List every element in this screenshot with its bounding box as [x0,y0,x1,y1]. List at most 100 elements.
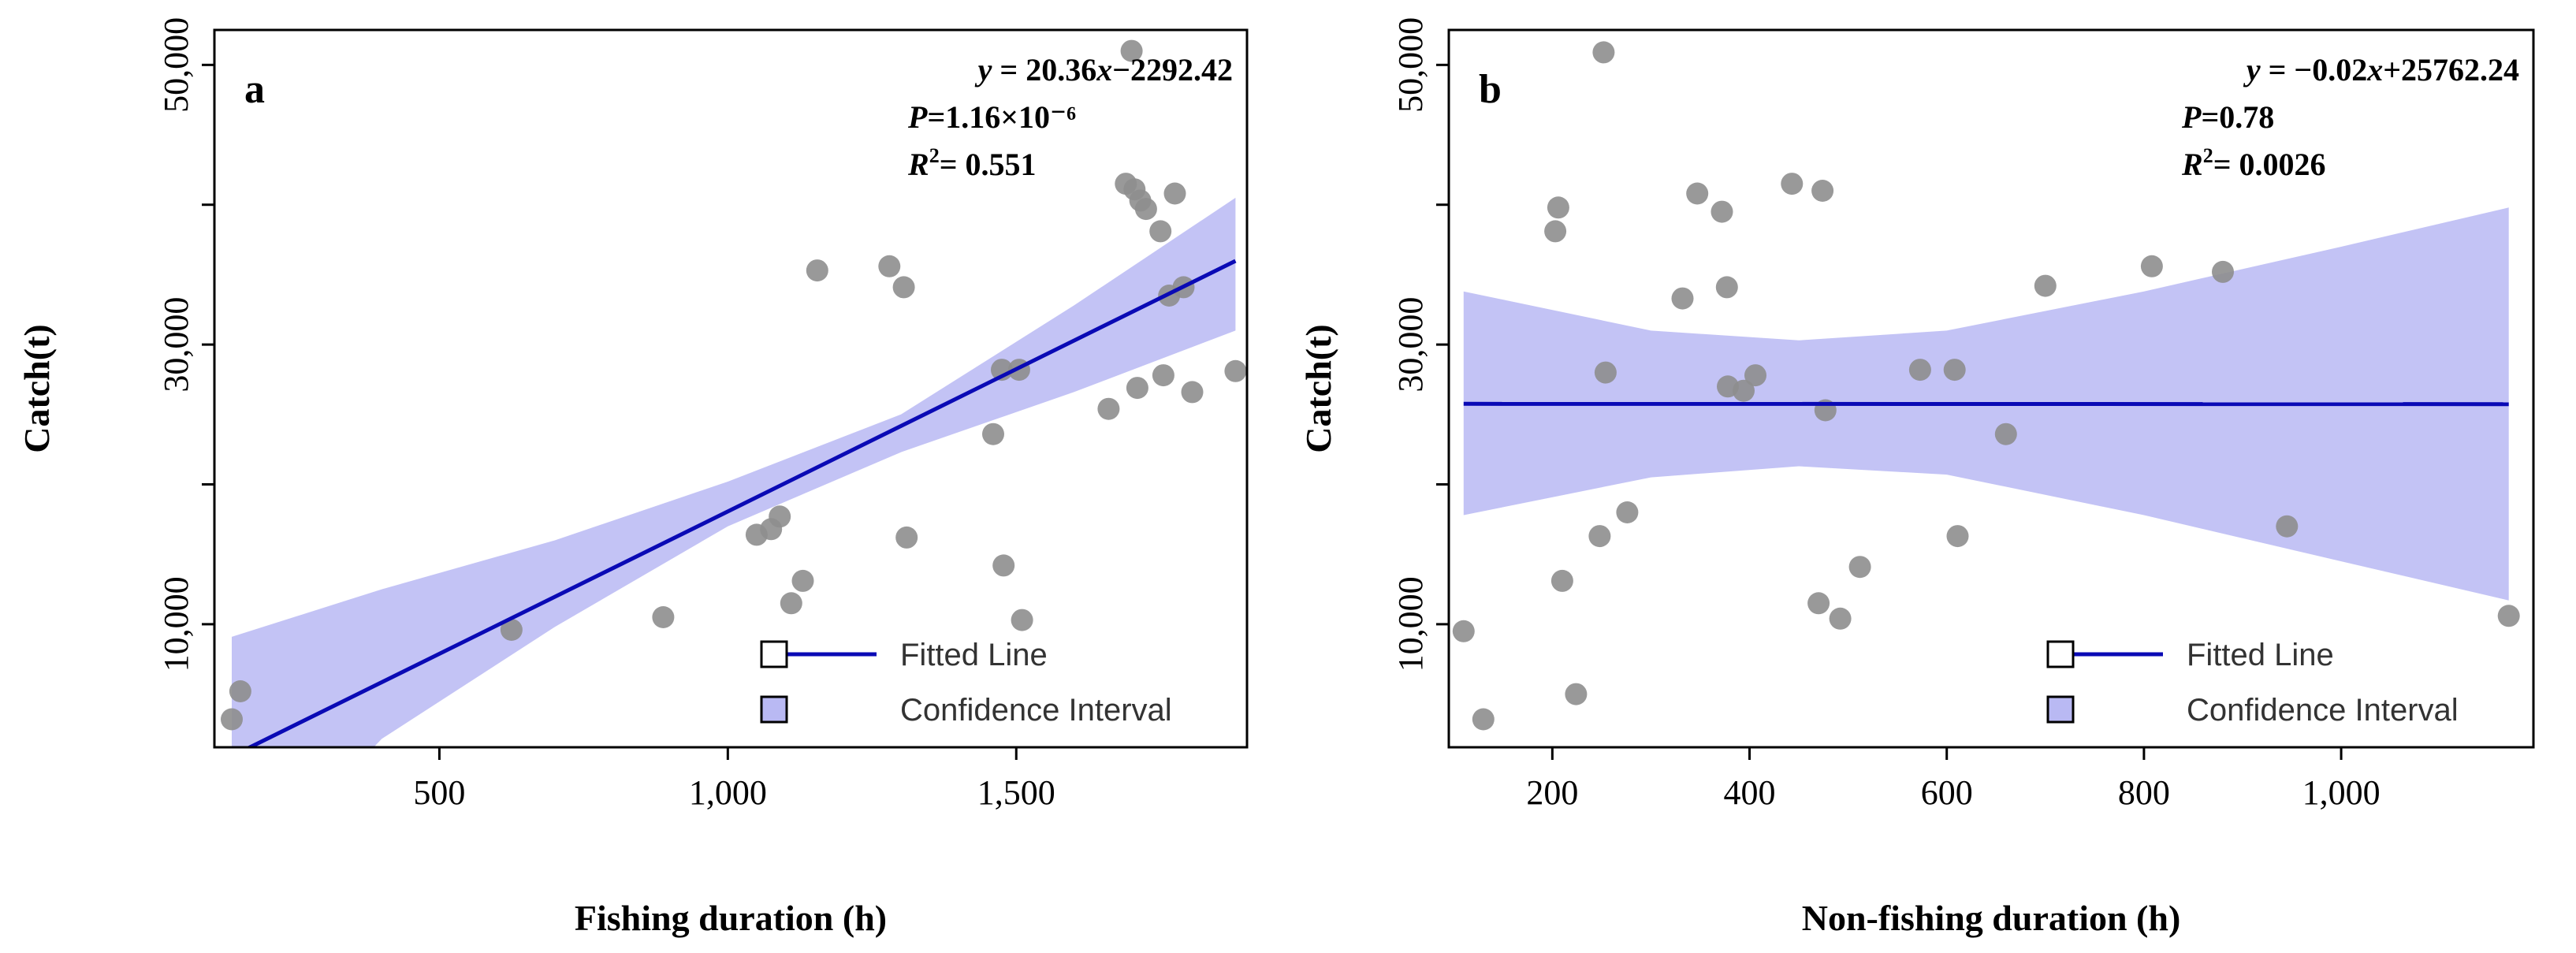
data-point [2140,255,2163,277]
data-point [1120,39,1143,62]
data-point [1686,182,1709,205]
r-sup: 2 [2203,144,2213,167]
data-point [1181,381,1204,404]
data-point [2276,515,2299,538]
data-point [1811,180,1834,202]
r-name: R [2181,147,2203,182]
data-point [982,423,1004,445]
panel-label: a [244,67,265,112]
data-point [1848,556,1871,579]
x-axis-title: Fishing duration (h) [575,898,887,938]
regression-equation: y = −0.02x+25762.24 [2243,52,2519,87]
x-tick-label: 800 [2118,773,2170,812]
r-sup: 2 [929,144,940,167]
equation-x: x [2366,52,2383,87]
p-val: =1.16×10⁻⁶ [927,99,1076,135]
legend-fitted-box [2046,640,2075,668]
data-point [221,708,243,731]
y-tick-label: 50,000 [1391,17,1430,113]
p-val: =0.78 [2201,99,2274,135]
y-axis-title: Catch(t) [17,324,57,453]
plot-frame [1447,28,2535,749]
legend-ci-label: Confidence Interval [900,693,1172,728]
data-point [1733,379,1755,402]
data-point [500,619,523,641]
data-point [1126,377,1148,400]
equation-rest: +25762.24 [2383,52,2519,87]
data-point [1943,359,1966,382]
data-point [1011,609,1033,631]
x-tick-label: 400 [1724,773,1776,812]
data-point [1994,423,2017,445]
data-point [1547,196,1569,219]
y-tick-label: 50,000 [157,17,195,113]
p-name: P [907,99,928,135]
data-point [1807,592,1830,615]
x-axis-title: Non-fishing duration (h) [1802,898,2181,938]
data-point [1781,173,1804,195]
data-point [1715,276,1738,299]
data-point [1152,364,1174,387]
legend-ci-swatch [760,695,788,724]
y-tick-label: 10,000 [1391,576,1430,672]
legend-fitted-label: Fitted Line [900,638,1048,672]
y-axis-title: Catch(t) [1298,324,1338,453]
y-tick-label: 30,000 [1391,297,1430,393]
data-point [1544,220,1567,243]
data-point [1908,359,1931,382]
data-point [1224,359,1247,382]
equation-y: y [2243,52,2261,87]
data-point [780,592,802,615]
y-tick-label: 30,000 [157,297,195,393]
data-point [1472,708,1495,731]
r-val: = 0.0026 [2213,147,2326,182]
p-value: P=1.16×10⁻⁶ [907,99,1076,135]
data-point [1616,501,1639,523]
plot-frame [213,28,1249,749]
x-tick-label: 200 [1526,773,1578,812]
data-point [1592,41,1615,64]
data-point [2497,605,2520,627]
x-tick-label: 500 [413,773,465,812]
data-point [1744,364,1766,387]
panel-label: b [1479,67,1502,112]
r-squared: R2= 0.551 [907,144,1036,182]
data-point [892,276,915,299]
data-point [791,569,814,592]
equation-x: x [1096,52,1112,87]
data-point [1550,569,1573,592]
data-point [1097,397,1120,420]
panel-b-chart: 200 400 600 800 1,000 10,000 30,000 50,000 Non-f… [1298,17,2535,938]
data-point [1671,287,1694,310]
data-point [1163,182,1186,205]
equation-rest: −2292.42 [1112,52,1233,87]
legend-ci-label: Confidence Interval [2187,693,2459,728]
plot-area [1452,41,2520,731]
equation-coef: = 20.36 [992,52,1096,87]
r-val: = 0.551 [940,147,1037,182]
legend-fitted-label: Fitted Line [2187,638,2334,672]
data-point [1946,525,1969,548]
data-point [895,526,918,549]
equation-coef: = −0.02 [2261,52,2368,87]
fitted-line [245,259,1237,747]
data-point [1711,200,1733,223]
data-point [1149,220,1172,243]
x-tick-label: 1,500 [977,773,1055,812]
legend-fitted-box [760,640,788,668]
data-point [1829,607,1852,630]
legend-ci-swatch [2046,695,2075,724]
data-point [652,606,675,628]
data-point [806,259,828,282]
data-point [229,680,251,702]
panel-a-chart: 500 1,000 1,500 10,000 30,000 50,000 Fishing d… [17,17,1249,938]
data-point [2212,260,2234,283]
data-point [1588,525,1611,548]
regression-equation: y = 20.36x−2292.42 [975,52,1233,87]
x-tick-label: 600 [1921,773,1973,812]
data-point [878,255,901,277]
data-point [1565,683,1588,705]
data-point [2034,274,2057,297]
confidence-band [232,197,1236,747]
